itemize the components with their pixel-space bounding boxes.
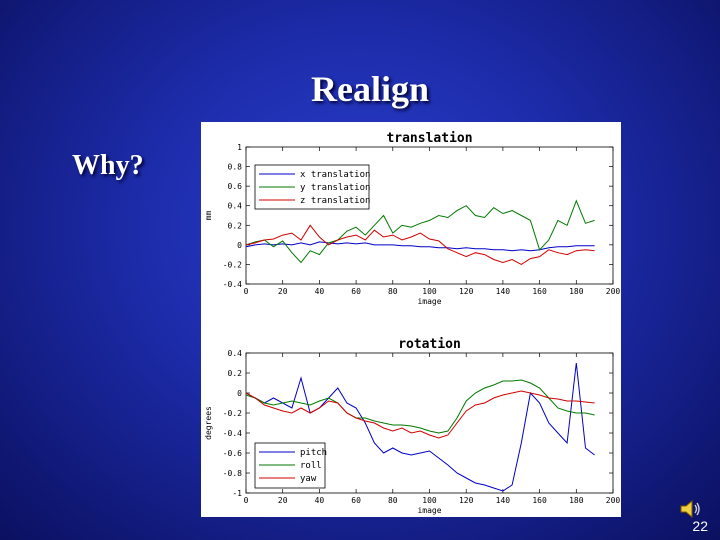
x-tick-label: 80	[388, 287, 398, 296]
x-tick-label: 160	[532, 287, 547, 296]
chart-1: rotation -1 -0.8 -0.6 -0.4 -0.2 0 0.2 0.4 0 20 40 60…	[204, 337, 620, 515]
y-axis-label: degrees	[204, 406, 213, 440]
y-axis-label: mm	[204, 211, 213, 221]
x-tick-label: 120	[459, 496, 474, 505]
legend-label: yaw	[300, 474, 317, 484]
chart-title: rotation	[398, 337, 461, 352]
x-tick-label: 60	[351, 496, 361, 505]
x-tick-label: 200	[606, 287, 621, 296]
y-tick-label: -0.4	[223, 280, 242, 289]
series-line-x-translation	[245, 241, 595, 252]
slide-title: Realign	[310, 69, 429, 109]
legend-label: z translation	[300, 196, 370, 206]
series-line-pitch	[245, 362, 595, 492]
legend-label: pitch	[300, 448, 327, 458]
y-tick-label: -0.8	[223, 469, 242, 478]
y-tick-label: 0.8	[228, 163, 243, 172]
x-axis-label: image	[417, 297, 441, 306]
x-tick-label: 40	[315, 496, 325, 505]
series-line-yaw	[245, 390, 595, 439]
series-line-y-translation	[245, 199, 595, 264]
x-tick-label: 0	[244, 496, 249, 505]
x-tick-label: 180	[569, 496, 584, 505]
y-tick-label: -1	[232, 489, 242, 498]
chart-0: translation -0.4 -0.2 0 0.2 0.4 0.6 0.8 1 0 20 40 60…	[204, 131, 620, 306]
x-tick-label: 20	[278, 287, 288, 296]
x-tick-label: 100	[422, 287, 437, 296]
x-tick-label: 100	[422, 496, 437, 505]
x-tick-label: 80	[388, 496, 398, 505]
bullet-text: Why?	[72, 150, 144, 181]
x-tick-label: 120	[459, 287, 474, 296]
y-tick-label: -0.4	[223, 429, 242, 438]
x-tick-label: 200	[606, 496, 621, 505]
y-tick-label: -0.2	[223, 409, 242, 418]
speaker-icon[interactable]	[678, 497, 702, 521]
x-tick-label: 40	[315, 287, 325, 296]
x-tick-label: 140	[496, 496, 511, 505]
legend-label: roll	[300, 461, 322, 471]
legend-label: x translation	[300, 170, 370, 180]
y-tick-label: 0	[237, 241, 242, 250]
y-tick-label: -0.6	[223, 449, 242, 458]
x-tick-label: 0	[244, 287, 249, 296]
y-tick-label: -0.2	[223, 260, 242, 269]
charts-svg: translation -0.4 -0.2 0 0.2 0.4 0.6 0.8 1 0 20 40 60…	[204, 131, 620, 515]
series-line-roll	[245, 379, 595, 434]
y-tick-label: 0.4	[228, 349, 243, 358]
x-tick-label: 160	[532, 496, 547, 505]
y-tick-label: 0	[237, 389, 242, 398]
x-tick-label: 20	[278, 496, 288, 505]
x-tick-label: 60	[351, 287, 361, 296]
figure-panel: translation -0.4 -0.2 0 0.2 0.4 0.6 0.8 1 0 20 40 60…	[201, 122, 621, 517]
slide-number: 22	[692, 518, 708, 534]
x-tick-label: 180	[569, 287, 584, 296]
y-tick-label: 0.6	[228, 182, 243, 191]
x-tick-label: 140	[496, 287, 511, 296]
series-line-z-translation	[245, 224, 595, 265]
x-axis-label: image	[417, 506, 441, 515]
legend-label: y translation	[300, 183, 370, 193]
y-tick-label: 1	[237, 143, 242, 152]
chart-title: translation	[386, 131, 472, 146]
y-tick-label: 0.2	[228, 221, 243, 230]
y-tick-label: 0.2	[228, 369, 243, 378]
y-tick-label: 0.4	[228, 202, 243, 211]
